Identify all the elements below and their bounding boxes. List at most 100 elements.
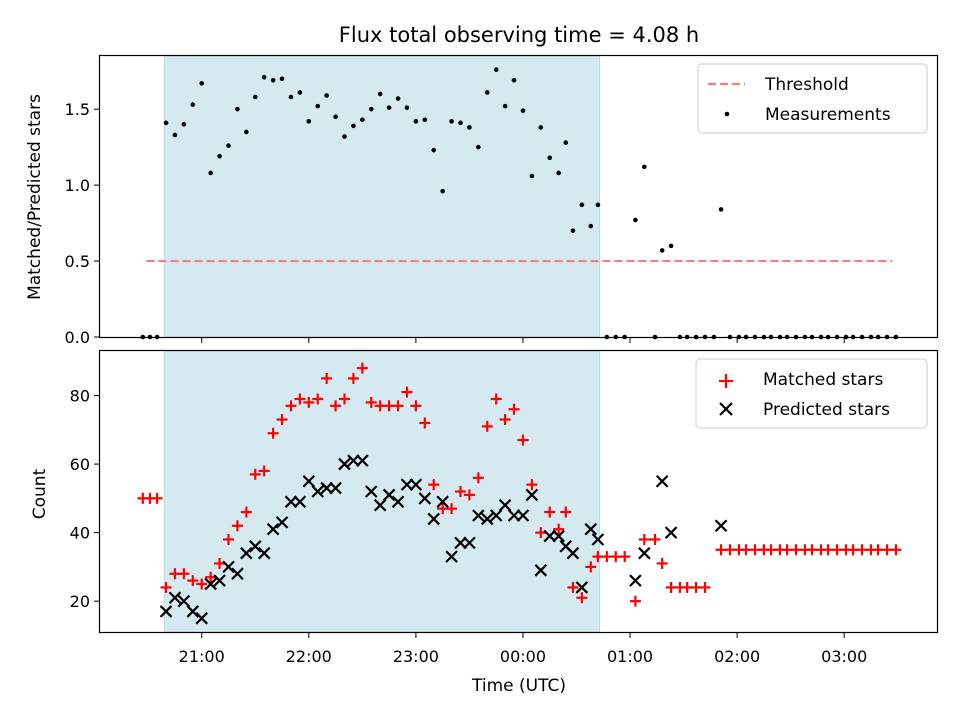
marker-stroke xyxy=(591,533,605,546)
measurements-legend-swatch xyxy=(724,111,730,117)
predicted-star-point xyxy=(472,509,485,522)
marker-stroke xyxy=(382,488,396,502)
threshold-legend-label: Threshold xyxy=(764,75,849,95)
matched-star-point xyxy=(499,414,511,426)
measurement-point xyxy=(502,103,508,109)
predicted-star-point xyxy=(525,488,539,502)
matched-star-point xyxy=(330,400,342,412)
measurement-point xyxy=(324,93,329,98)
predicted-star-point xyxy=(284,495,298,509)
predicted-star-point xyxy=(373,498,387,512)
measurements-legend-label: Measurements xyxy=(765,105,891,125)
predicted-star-point xyxy=(311,485,325,498)
y-tick-label: 40 xyxy=(70,524,90,543)
matched-star-point xyxy=(472,472,484,484)
matched-star-point xyxy=(629,595,641,607)
y-tick-label: 1.0 xyxy=(65,176,90,195)
matched-star-point xyxy=(428,479,440,491)
marker-stroke xyxy=(463,536,476,550)
y-tick-label: 20 xyxy=(70,592,90,611)
predicted-star-point xyxy=(400,478,414,491)
measurement-point xyxy=(261,74,267,80)
predicted-star-point xyxy=(629,574,642,587)
marker-stroke xyxy=(302,474,316,488)
y-tick-label: 0.0 xyxy=(65,328,90,347)
predicted-star-point xyxy=(159,605,173,618)
matched-star-point xyxy=(356,362,368,374)
measurement-point xyxy=(190,102,196,107)
x-tick-label: 21:00 xyxy=(179,647,225,666)
matched-star-point xyxy=(321,372,333,384)
matched-star-point xyxy=(160,581,172,593)
predicted-star-point xyxy=(664,526,678,539)
marker-stroke xyxy=(427,512,441,526)
measurement-point xyxy=(386,105,392,110)
marker-stroke xyxy=(472,509,485,522)
matched-star-point xyxy=(214,557,226,569)
top-plot-frame xyxy=(98,54,939,339)
predicted-star-point xyxy=(436,495,449,509)
marker-stroke xyxy=(498,498,512,512)
marker-stroke xyxy=(240,546,253,560)
predicted-star-point xyxy=(275,516,289,529)
measurement-point xyxy=(235,106,240,112)
matched-star-point xyxy=(347,372,359,384)
matched-star-point xyxy=(187,575,199,587)
measurement-point xyxy=(529,173,535,179)
marker-stroke xyxy=(480,512,494,526)
marker-stroke xyxy=(655,474,669,488)
marker-stroke xyxy=(534,564,548,577)
measurement-point xyxy=(244,129,249,135)
measurement-point xyxy=(493,67,499,72)
measurement-point xyxy=(449,119,454,124)
matched-star-point xyxy=(508,403,520,415)
x-tick-label: 23:00 xyxy=(393,647,439,666)
matched-star-point xyxy=(205,571,217,583)
matched-star-point xyxy=(656,557,668,569)
marker-stroke xyxy=(409,478,423,491)
predicted-star-point xyxy=(543,529,557,543)
measurement-point xyxy=(556,170,561,176)
marker-stroke xyxy=(373,498,387,512)
predicted-star-point xyxy=(516,509,530,522)
measurement-point xyxy=(315,103,321,109)
predicted-star-point xyxy=(591,533,605,546)
matched-star-point xyxy=(463,489,475,501)
matched-star-point xyxy=(454,486,466,497)
matched-star-point xyxy=(267,427,279,439)
top-panel: 0.0 0.5 1.0 1.5 Matched/Predicted stars Thr… xyxy=(25,54,939,347)
predicted-star-point xyxy=(302,474,316,488)
measurement-point xyxy=(368,106,374,112)
measurement-point xyxy=(633,217,638,223)
measurement-point xyxy=(172,132,178,138)
bottom-plot-frame xyxy=(98,349,939,634)
measurement-point xyxy=(718,207,724,212)
y-tick-label: 0.5 xyxy=(65,252,90,271)
marker-stroke xyxy=(311,485,325,498)
predicted-star-point xyxy=(204,577,217,591)
predicted-star-point xyxy=(575,581,589,594)
matched-star-point xyxy=(312,393,324,405)
measurement-point xyxy=(297,90,303,95)
x-tick-label: 02:00 xyxy=(714,647,760,666)
measurement-point xyxy=(511,78,517,83)
measurement-point xyxy=(351,123,356,129)
measurement-point xyxy=(404,105,410,110)
measurement-point xyxy=(642,164,647,170)
chart-title: Flux total observing time = 4.08 h xyxy=(339,23,699,47)
predicted-star-point xyxy=(248,540,262,553)
measurement-point xyxy=(484,90,490,95)
marker-stroke xyxy=(714,519,728,533)
measurement-point xyxy=(520,108,526,113)
predicted-star-point xyxy=(186,605,200,618)
measurement-point xyxy=(199,81,205,86)
marker-stroke xyxy=(400,478,414,491)
marker-stroke xyxy=(356,454,369,467)
top-shaded-region xyxy=(163,55,601,338)
marker-stroke xyxy=(266,522,280,536)
marker-stroke xyxy=(543,529,557,543)
predicted-legend-swatch xyxy=(719,402,733,416)
predicted-star-point xyxy=(655,474,669,488)
predicted-star-point xyxy=(498,498,512,512)
matched-star-point xyxy=(392,400,404,412)
